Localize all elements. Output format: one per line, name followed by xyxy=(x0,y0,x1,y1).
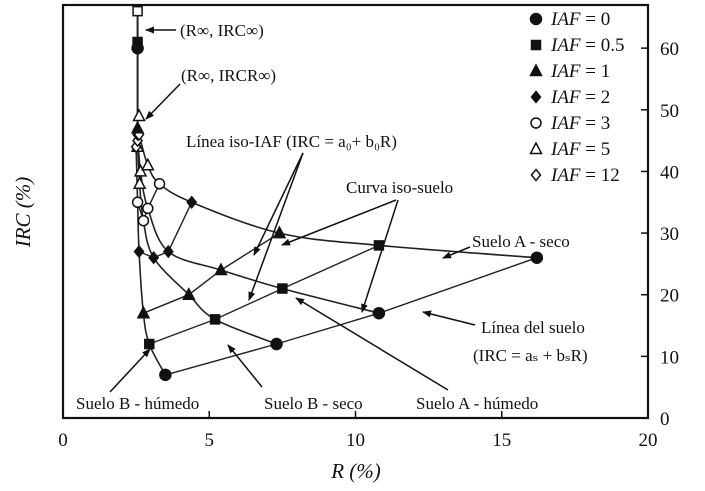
annot-suelo-b-humedo: Suelo B - húmedo xyxy=(76,394,199,413)
arrow-suelo-a-seco xyxy=(442,246,471,259)
annot-suelo-a-humedo: Suelo A - húmedo xyxy=(416,394,538,413)
arrow-iso-iaf-2 xyxy=(248,152,304,301)
data-point-iaf-0-5 xyxy=(209,314,221,325)
x-tick-label: 0 xyxy=(58,430,68,451)
data-point-iaf-3 xyxy=(137,214,150,227)
data-point-iaf-5 xyxy=(133,163,148,177)
legend-marker xyxy=(529,63,543,77)
x-tick-label: 15 xyxy=(492,430,511,451)
legend-marker xyxy=(530,90,542,104)
data-point-iaf-0 xyxy=(530,251,544,264)
data-point-iaf-5 xyxy=(132,176,147,190)
data-point-iaf-0 xyxy=(270,337,283,351)
data-point-iaf-5 xyxy=(141,157,155,171)
annot-curva-iso-suelo: Curva iso-suelo xyxy=(346,178,453,197)
legend-marker xyxy=(529,12,543,26)
iso-iaf-line xyxy=(143,232,280,314)
y-tick-label: 20 xyxy=(660,286,679,307)
data-point-iaf-2 xyxy=(148,251,160,265)
y-tick-label: 0 xyxy=(660,409,670,430)
arrow-suelo-b-seco xyxy=(227,344,263,388)
legend-label: IAF = 0.5 xyxy=(550,35,625,56)
annotation-arrows xyxy=(109,26,476,393)
data-point-iaf-3 xyxy=(153,178,166,190)
legend-label: IAF = 3 xyxy=(550,113,610,134)
legend-marker xyxy=(529,141,543,155)
annot-suelo-b-seco: Suelo B - seco xyxy=(264,394,363,413)
arrow-r-inf-ircr-inf xyxy=(145,83,181,120)
data-point-iaf-1 xyxy=(136,305,151,319)
data-point-iaf-3 xyxy=(131,196,144,209)
x-axis-title: R (%) xyxy=(330,459,381,483)
asymptote-marker xyxy=(132,108,146,122)
legend-label: IAF = 0 xyxy=(550,9,610,30)
asymptote-marker xyxy=(131,41,144,55)
annot-r-inf-irc-inf: (R∞, IRC∞) xyxy=(180,21,264,40)
legend-label: IAF = 2 xyxy=(550,87,610,108)
annot-linea-del-suelo-1: Línea del suelo xyxy=(481,318,585,337)
data-point-iaf-0 xyxy=(372,306,386,320)
data-point-iaf-1 xyxy=(272,225,287,239)
x-tick-label: 10 xyxy=(346,430,365,451)
x-tick-label: 20 xyxy=(639,430,658,451)
arrow-iso-suelo-1 xyxy=(281,199,397,246)
iso-soil-curve xyxy=(136,140,277,345)
data-point-iaf-1 xyxy=(214,262,228,276)
arrow-suelo-a-humedo xyxy=(295,297,449,391)
annot-linea-del-suelo-2: (IRC = aₛ + bₛR) xyxy=(473,346,588,365)
y-tick-label: 60 xyxy=(660,39,679,60)
arrow-iso-suelo-2 xyxy=(361,199,399,313)
y-tick-label: 40 xyxy=(660,162,679,183)
y-tick-label: 50 xyxy=(660,101,679,122)
asymptote-marker xyxy=(130,120,145,134)
legend: IAF = 0 IAF = 0.5 IAF = 1 IAF = 2 IAF = 3 IAF… xyxy=(529,9,625,186)
data-point-iaf-2 xyxy=(186,195,198,209)
legend-marker xyxy=(530,117,542,129)
arrow-suelo-b-humedo xyxy=(109,348,151,393)
iso-soil-curve xyxy=(136,134,380,314)
y-axis-title: IRC (%) xyxy=(11,177,35,249)
data-point-iaf-1 xyxy=(182,287,196,300)
legend-marker xyxy=(530,39,542,51)
data-point-iaf-2 xyxy=(162,244,174,259)
data-point-iaf-0-5 xyxy=(277,283,288,294)
data-point-iaf-0-5 xyxy=(144,338,155,350)
legend-marker xyxy=(530,168,542,182)
data-point-iaf-2 xyxy=(133,244,145,259)
iso-iaf-line xyxy=(136,183,161,223)
asymptote-marker xyxy=(132,5,143,17)
iso-iaf-line xyxy=(138,201,193,259)
legend-label: IAF = 12 xyxy=(550,165,620,186)
data-point-iaf-0 xyxy=(159,368,172,382)
arrow-linea-del-suelo xyxy=(422,310,476,326)
y-tick-label: 10 xyxy=(660,347,679,368)
legend-label: IAF = 1 xyxy=(550,61,610,82)
annot-linea-iso-iaf: Línea iso-IAF (IRC = a₀+ b₀R) xyxy=(186,132,397,151)
iso-iaf-line xyxy=(165,257,538,376)
arrow-iso-iaf-1 xyxy=(253,152,304,256)
x-tick-label: 5 xyxy=(205,430,215,451)
annot-suelo-a-seco: Suelo A - seco xyxy=(472,232,570,251)
y-tick-label: 30 xyxy=(660,224,679,245)
annot-r-inf-ircr-inf: (R∞, IRCR∞) xyxy=(181,66,276,85)
legend-label: IAF = 5 xyxy=(550,139,610,160)
iso-iaf-line xyxy=(149,244,380,345)
data-point-iaf-3 xyxy=(142,202,154,215)
